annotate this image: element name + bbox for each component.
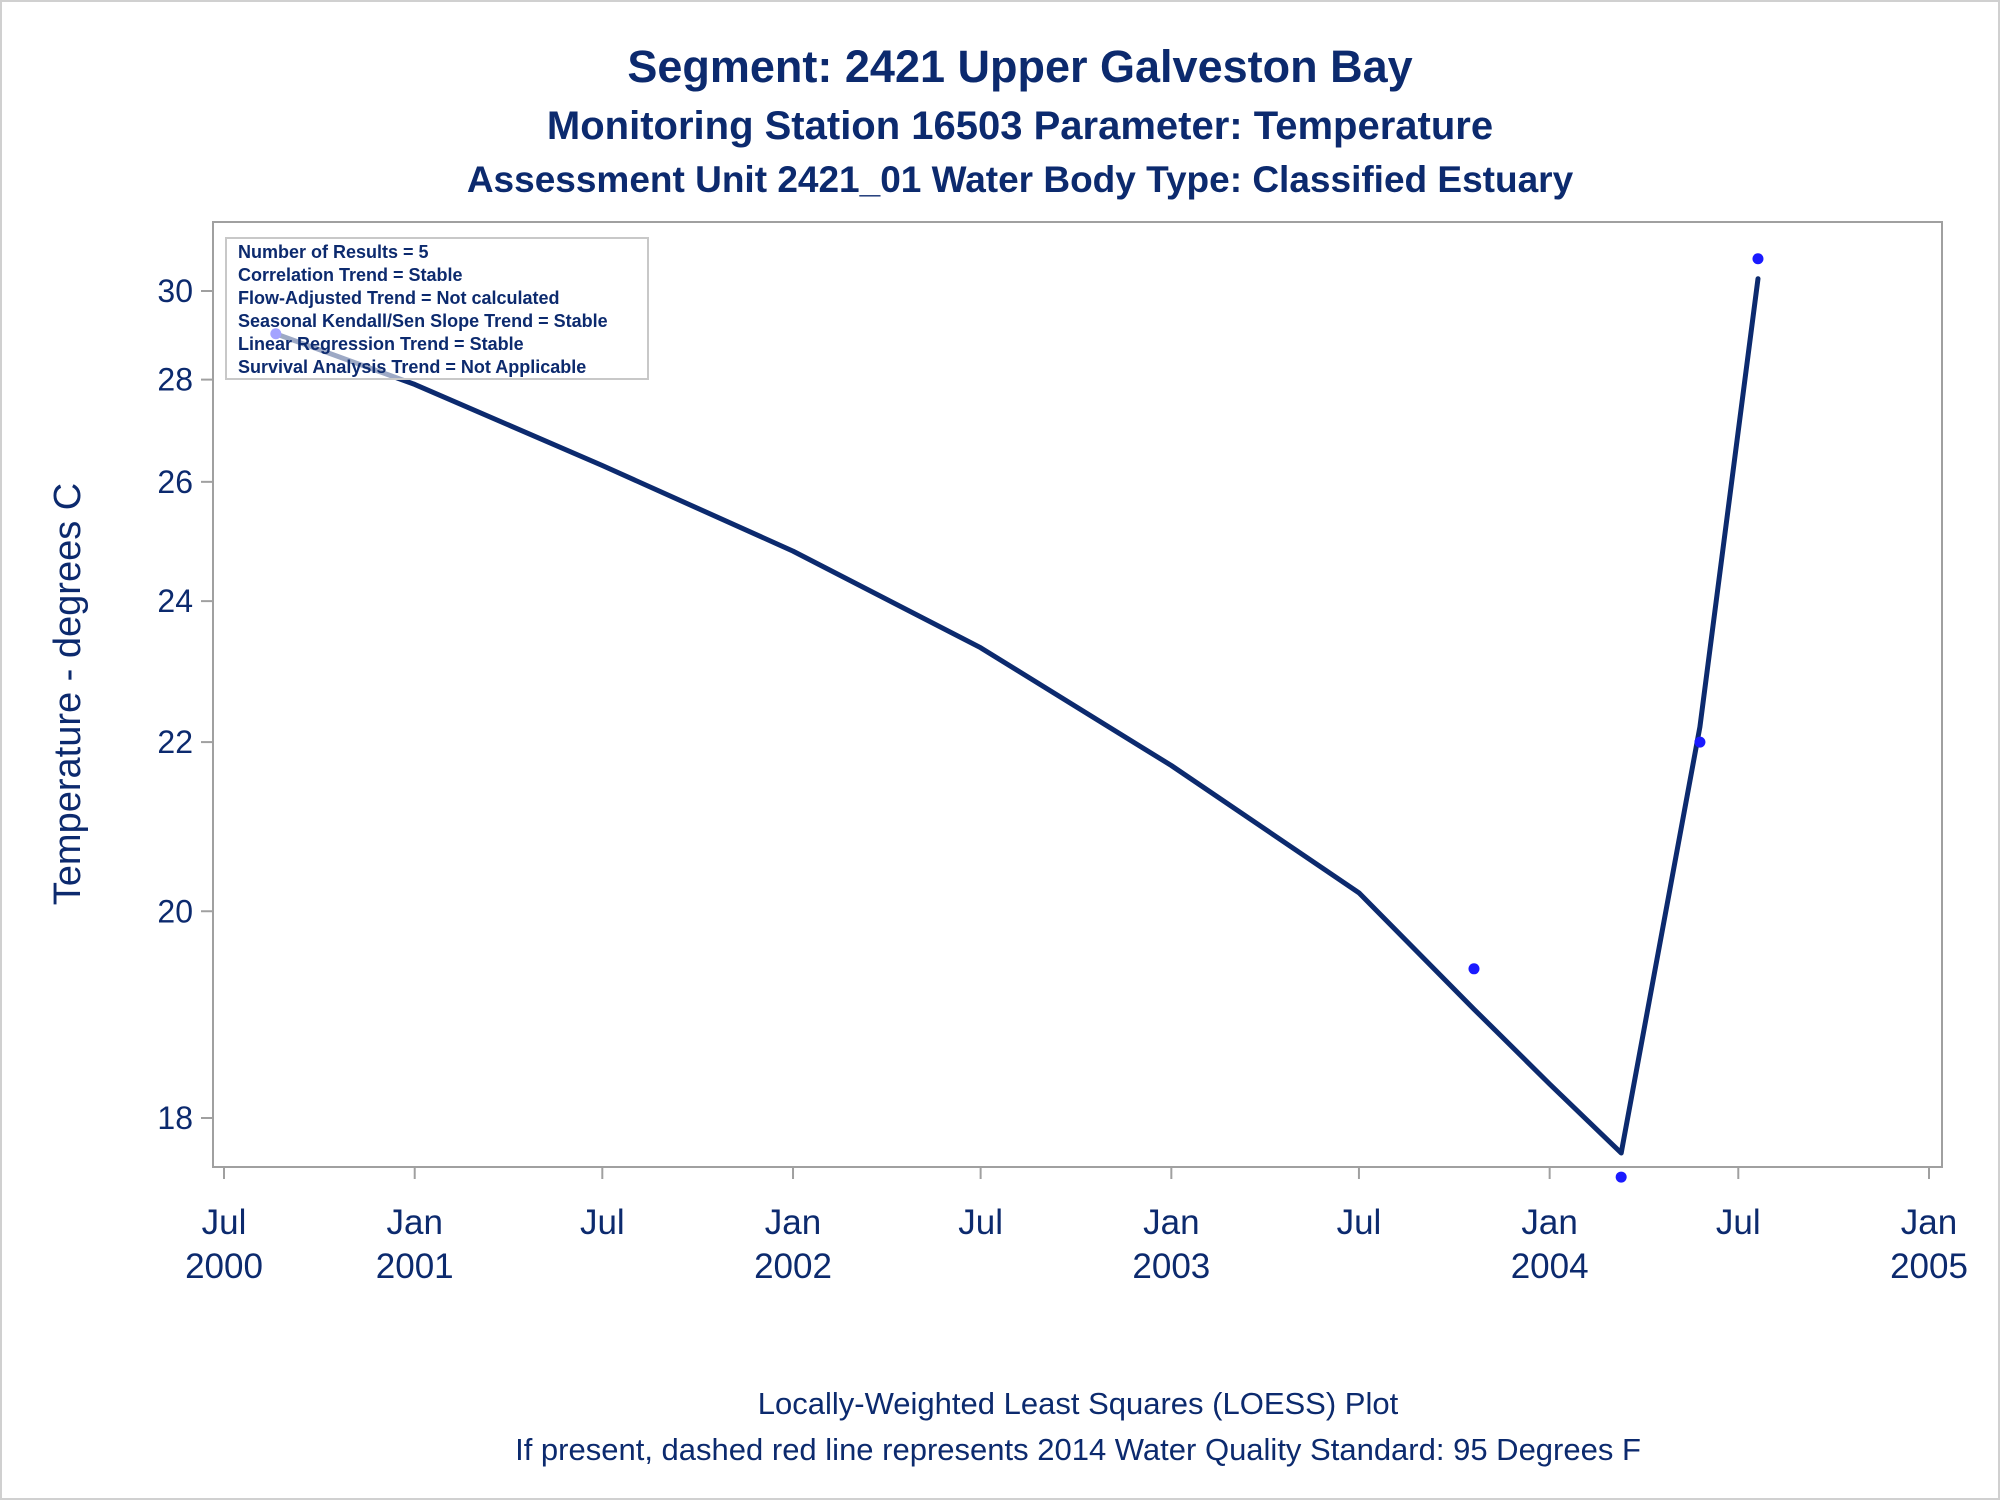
plot-area xyxy=(212,221,1943,1168)
footnote-loess: Locally-Weighted Least Squares (LOESS) P… xyxy=(758,1386,1399,1421)
y-axis-label: Temperature - degrees C xyxy=(47,483,89,905)
loess-layer xyxy=(273,276,1761,1156)
x-tick-label-month: Jan xyxy=(1521,1203,1577,1242)
stats-line: Flow-Adjusted Trend = Not calculated xyxy=(238,288,560,308)
y-tick-label: 20 xyxy=(157,893,193,929)
x-tick-label-month: Jul xyxy=(958,1203,1003,1242)
x-tick-label-year: 2005 xyxy=(1890,1247,1968,1286)
stats-box: Number of Results = 5 Correlation Trend … xyxy=(225,237,649,380)
y-tick-label: 26 xyxy=(157,464,193,500)
x-tick-label-year: 2001 xyxy=(376,1247,454,1286)
x-axis: Jul 2000 Jan 2001 Jul Jan 2002 Jul Jan 2003 Jul Jan… xyxy=(185,1167,1968,1286)
x-tick-label-year: 2004 xyxy=(1511,1247,1589,1286)
y-tick-label: 28 xyxy=(157,362,193,398)
stats-line: Linear Regression Trend = Stable xyxy=(238,334,524,354)
chart-subtitle: Monitoring Station 16503 Parameter: Temp… xyxy=(547,104,1493,148)
chart-title: Segment: 2421 Upper Galveston Bay xyxy=(627,41,1412,92)
y-tick-label: 18 xyxy=(157,1100,193,1136)
stats-line: Correlation Trend = Stable xyxy=(238,265,463,285)
x-tick-label-month: Jul xyxy=(1337,1203,1382,1242)
chart-subtitle-assessment: Assessment Unit 2421_01 Water Body Type:… xyxy=(467,159,1574,200)
loess-line xyxy=(273,276,1761,1156)
x-tick-label-month: Jan xyxy=(1143,1203,1199,1242)
data-point xyxy=(1615,1171,1627,1183)
points-layer xyxy=(270,253,1764,1183)
x-tick-label-month: Jan xyxy=(1901,1203,1957,1242)
y-tick-label: 30 xyxy=(157,273,193,309)
data-point xyxy=(1468,963,1480,975)
stats-box-border xyxy=(225,237,649,380)
y-axis: 18 20 22 24 26 28 30 xyxy=(157,273,213,1136)
stats-line: Seasonal Kendall/Sen Slope Trend = Stabl… xyxy=(238,311,608,331)
x-tick-label-month: Jan xyxy=(765,1203,821,1242)
x-tick-label-year: 2002 xyxy=(754,1247,832,1286)
stats-line: Number of Results = 5 xyxy=(238,242,429,262)
x-tick-label-year: 2003 xyxy=(1132,1247,1210,1286)
footnote-standard: If present, dashed red line represents 2… xyxy=(515,1432,1641,1467)
x-tick-label-month: Jul xyxy=(1716,1203,1761,1242)
y-tick-label: 22 xyxy=(157,724,193,760)
y-tick-label: 24 xyxy=(157,583,193,619)
x-tick-label-month: Jan xyxy=(386,1203,442,1242)
x-tick-label-month: Jul xyxy=(202,1203,247,1242)
x-tick-label-year: 2000 xyxy=(185,1247,263,1286)
stats-line: Survival Analysis Trend = Not Applicable xyxy=(238,357,586,377)
data-point xyxy=(1694,736,1706,748)
x-tick-label-month: Jul xyxy=(580,1203,625,1242)
data-point xyxy=(1752,253,1764,265)
